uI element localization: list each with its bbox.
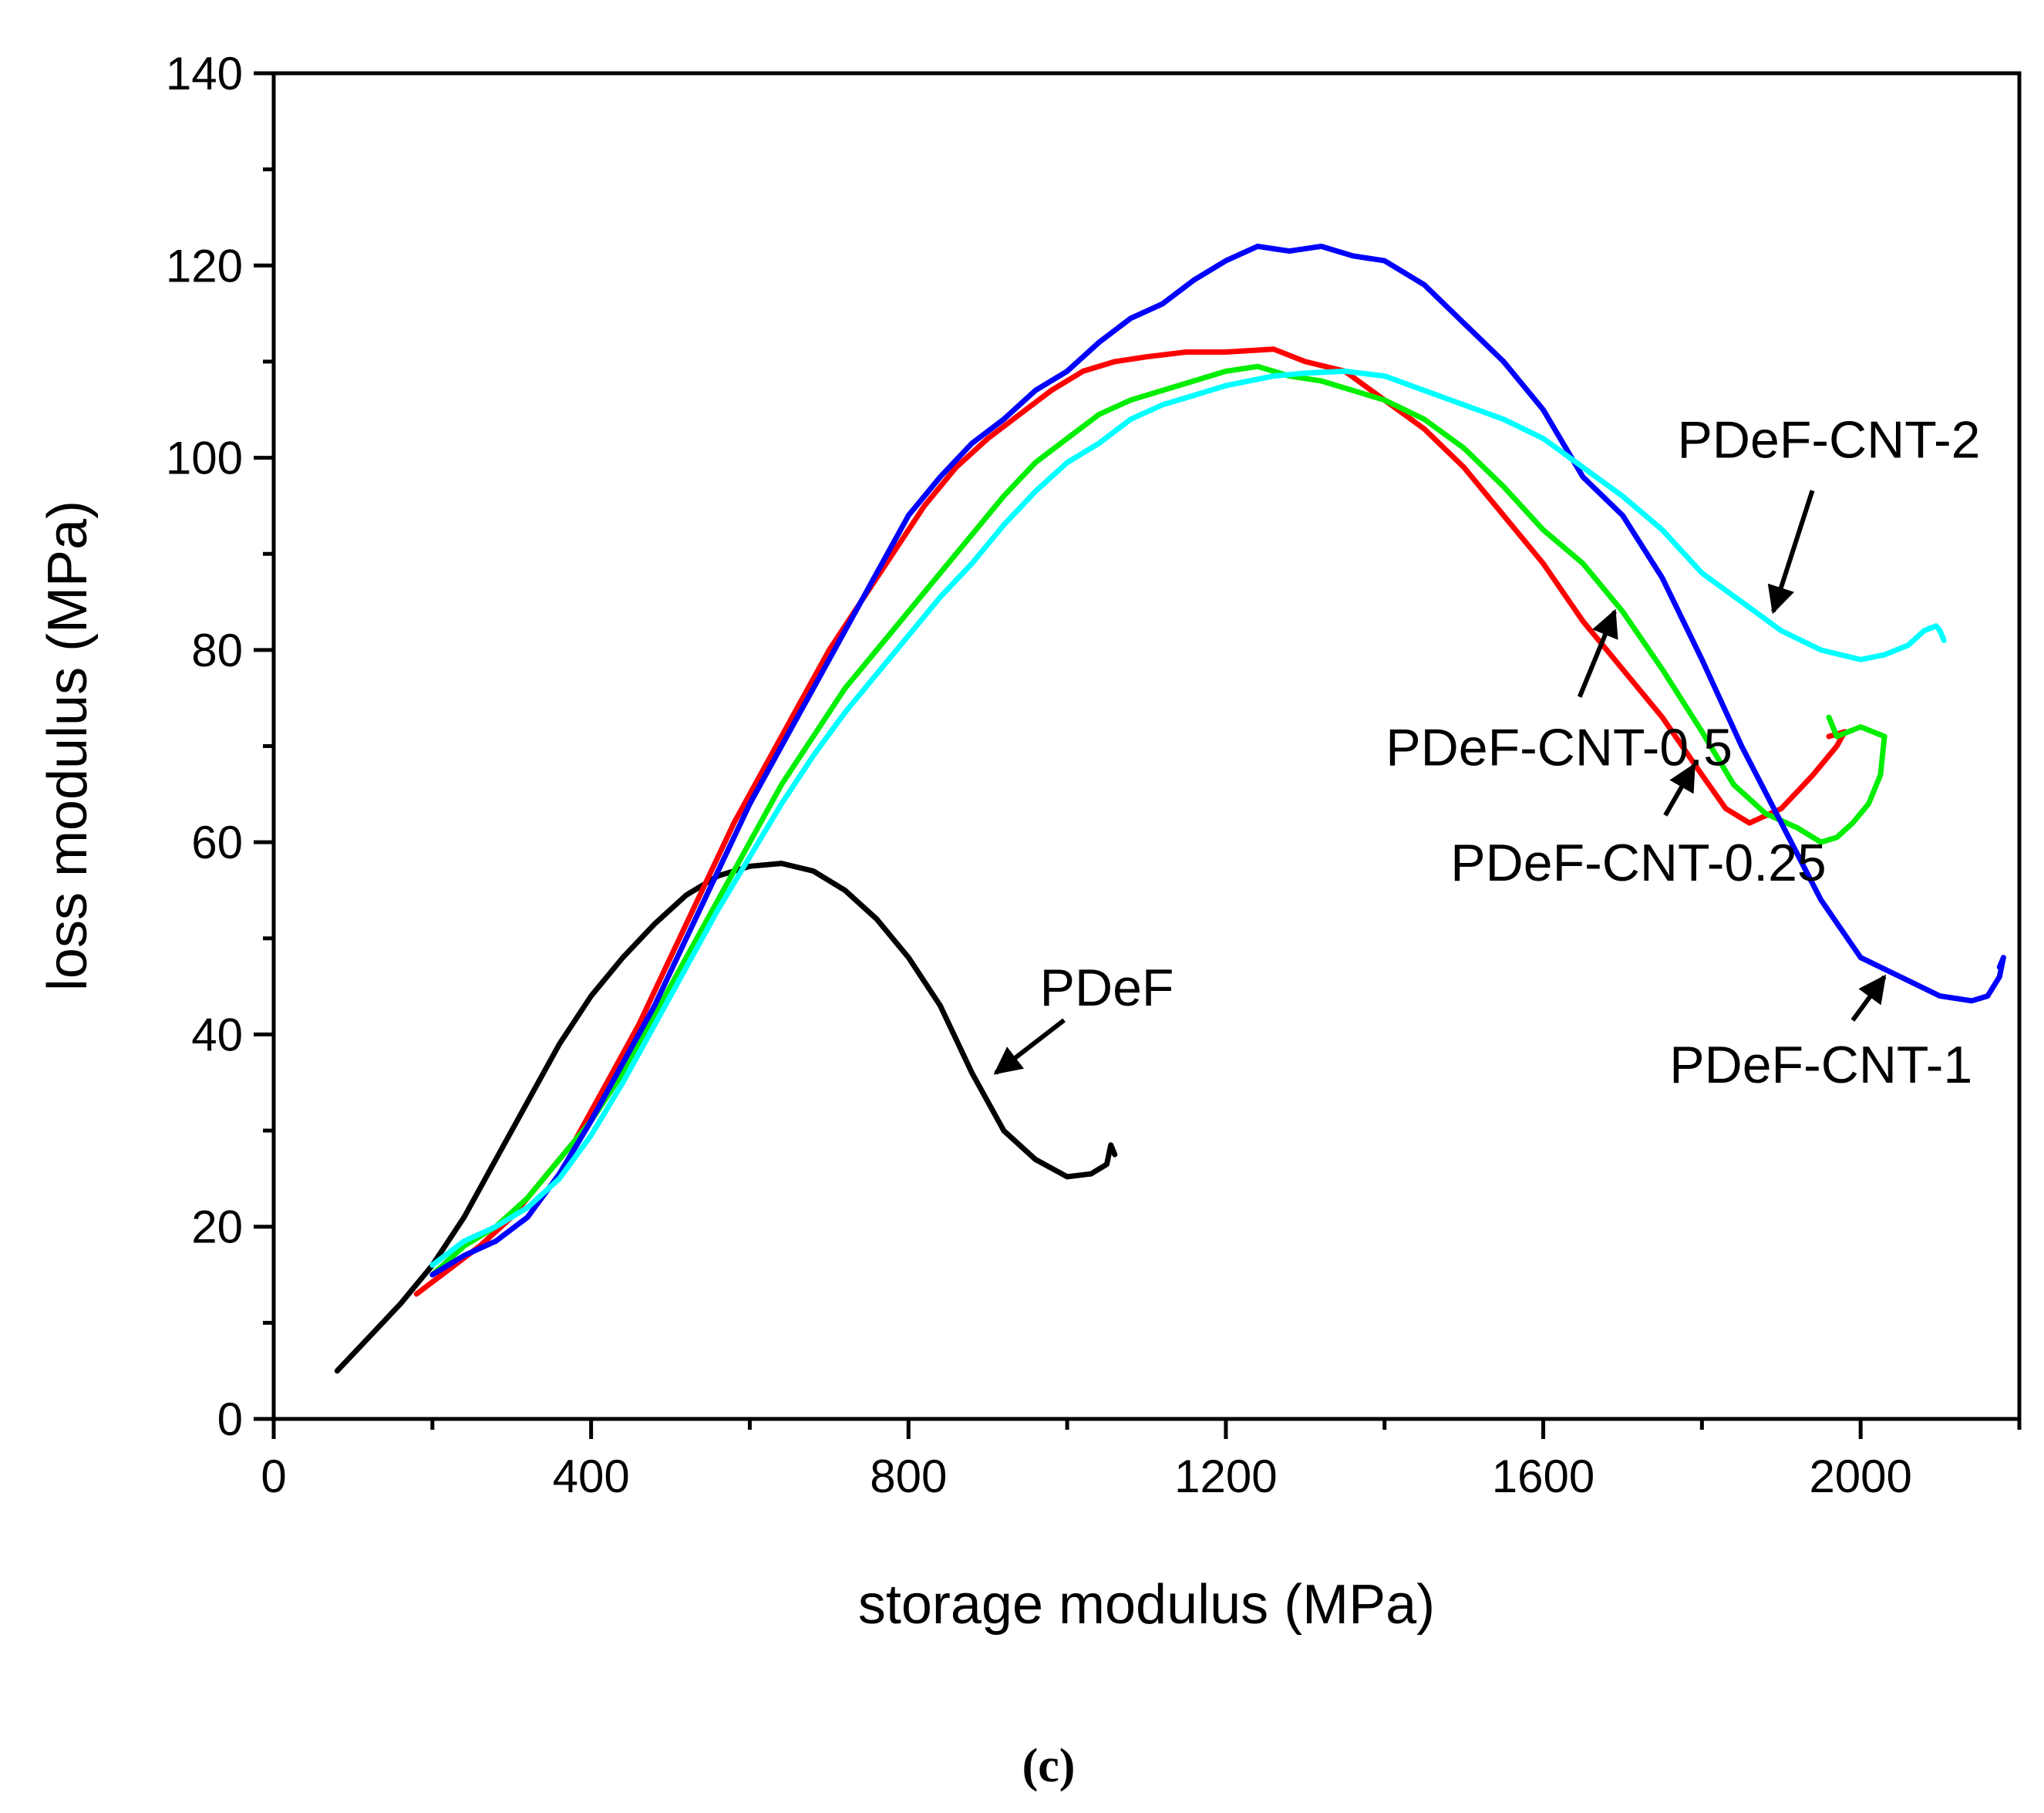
annotation-label-pdef: PDeF bbox=[1040, 959, 1174, 1017]
series-line-pdef bbox=[334, 861, 1118, 1374]
annotation-label-pdef-cnt-0-5: PDeF-CNT-0.5 bbox=[1386, 718, 1733, 777]
annotation-arrow-pdef-cnt-1 bbox=[1850, 974, 1887, 1022]
annotation-arrow-pdef-cnt-2 bbox=[1767, 490, 1815, 615]
series-line-pdef-cnt-2 bbox=[429, 368, 1947, 1269]
x-tick-label: 1600 bbox=[1492, 1451, 1594, 1502]
series-line-pdef-cnt-1 bbox=[429, 243, 2006, 1278]
annotation-label-pdef-cnt-0-25: PDeF-CNT-0.25 bbox=[1450, 834, 1826, 892]
annotation-label-pdef-cnt-1: PDeF-CNT-1 bbox=[1669, 1036, 1972, 1094]
x-tick-label: 1200 bbox=[1174, 1451, 1277, 1502]
series-line-pdef-cnt-0-25 bbox=[413, 346, 1848, 1297]
y-tick-label: 80 bbox=[191, 625, 243, 676]
x-tick-label: 0 bbox=[261, 1451, 286, 1502]
y-tick-label: 60 bbox=[191, 817, 243, 868]
axis-ticks: 0 400 800 1200 1600 2000 0 20 40 60 80 100 120 140 bbox=[166, 48, 2022, 1502]
x-tick-label: 400 bbox=[553, 1451, 630, 1502]
y-tick-label: 20 bbox=[191, 1201, 243, 1253]
annotation-arrow-pdef-cnt-0-25 bbox=[1663, 763, 1696, 817]
series-line-pdef-cnt-0-5 bbox=[429, 363, 1887, 1278]
plot-area bbox=[271, 71, 2022, 1421]
annotation-layer: PDeF PDeF-CNT-0.5 PDeF-CNT-0.25 PDeF-CNT-1 P… bbox=[993, 411, 1981, 1094]
figure-caption: (c) bbox=[1022, 1740, 1076, 1792]
annotation-arrow-pdef-cnt-0-5 bbox=[1577, 608, 1618, 698]
x-tick-label: 2000 bbox=[1809, 1451, 1911, 1502]
y-tick-label: 140 bbox=[166, 48, 243, 99]
annotation-label-pdef-cnt-2: PDeF-CNT-2 bbox=[1678, 411, 1981, 470]
annotation-arrow-pdef bbox=[993, 1018, 1066, 1075]
x-axis-title: storage modulus (MPa) bbox=[858, 1574, 1435, 1636]
y-tick-label: 120 bbox=[166, 240, 243, 291]
y-tick-label: 100 bbox=[166, 433, 243, 484]
series-layer bbox=[334, 243, 2006, 1374]
y-tick-label: 40 bbox=[191, 1009, 243, 1060]
y-axis-title: loss modulus (MPa) bbox=[37, 500, 99, 991]
y-tick-label: 0 bbox=[217, 1393, 243, 1445]
x-tick-label: 800 bbox=[870, 1451, 947, 1502]
